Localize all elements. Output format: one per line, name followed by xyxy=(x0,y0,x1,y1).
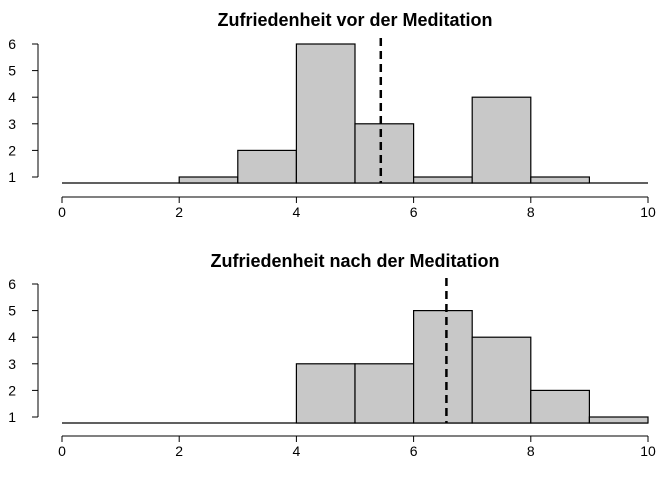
histogram-bar xyxy=(588,416,649,424)
x-tick-label: 8 xyxy=(527,443,535,459)
x-tick-label: 2 xyxy=(175,204,183,220)
histogram-bar xyxy=(413,176,473,184)
x-tick-label: 0 xyxy=(58,443,66,459)
y-tick-label: 2 xyxy=(8,382,16,398)
histogram-bar xyxy=(237,149,298,184)
y-tick-label: 3 xyxy=(8,356,16,372)
histogram-bar xyxy=(295,43,356,184)
x-tick-label: 8 xyxy=(527,204,535,220)
y-tick-label: 4 xyxy=(8,329,16,345)
x-tick-label: 0 xyxy=(58,204,66,220)
histogram-bar xyxy=(471,96,532,184)
histogram-bar xyxy=(413,310,473,424)
x-tick-label: 4 xyxy=(293,204,301,220)
histogram-bar xyxy=(354,123,415,184)
x-tick-label: 10 xyxy=(640,204,656,220)
y-tick-label: 4 xyxy=(8,89,16,105)
y-tick-label: 2 xyxy=(8,142,16,158)
x-tick-label: 2 xyxy=(175,443,183,459)
x-tick-label: 6 xyxy=(410,204,418,220)
chart-title: Zufriedenheit vor der Meditation xyxy=(217,10,492,30)
histogram-bar xyxy=(471,336,532,424)
y-tick-label: 6 xyxy=(8,36,16,52)
chart-title: Zufriedenheit nach der Meditation xyxy=(210,251,499,271)
histogram-bar xyxy=(295,363,356,424)
x-tick-label: 6 xyxy=(410,443,418,459)
y-tick-label: 1 xyxy=(8,169,16,185)
x-tick-label: 4 xyxy=(293,443,301,459)
y-tick-label: 1 xyxy=(8,409,16,425)
histogram-bar xyxy=(530,389,590,424)
y-tick-label: 3 xyxy=(8,116,16,132)
y-tick-label: 6 xyxy=(8,276,16,292)
x-tick-label: 10 xyxy=(640,443,656,459)
histogram-bar xyxy=(354,363,415,424)
y-tick-label: 5 xyxy=(8,303,16,319)
histogram-bar xyxy=(178,176,239,184)
histogram-bar xyxy=(530,176,590,184)
y-tick-label: 5 xyxy=(8,63,16,79)
